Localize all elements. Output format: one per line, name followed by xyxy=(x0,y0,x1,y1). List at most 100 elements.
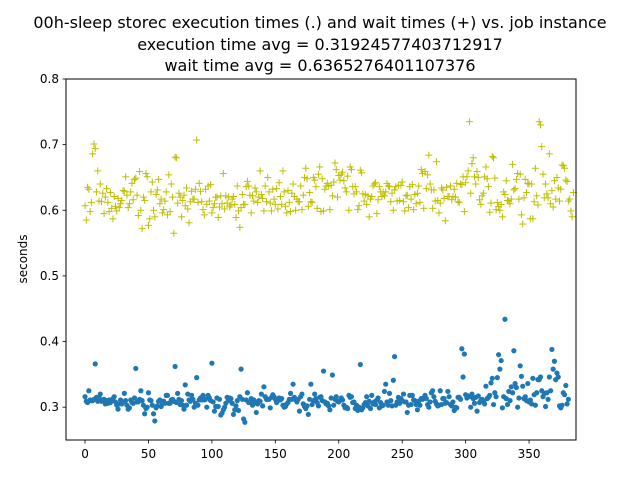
execution-time-point xyxy=(95,398,101,404)
wait-time-point xyxy=(353,188,361,196)
x-tick-label: 300 xyxy=(454,447,477,461)
wait-time-point xyxy=(412,200,420,208)
execution-time-point xyxy=(372,401,379,408)
execution-time-point xyxy=(446,394,452,400)
execution-time-point xyxy=(534,390,540,396)
wait-time-point xyxy=(138,225,146,233)
wait-time-point xyxy=(451,193,459,201)
execution-time-point xyxy=(367,405,374,412)
wait-time-point xyxy=(543,190,551,198)
wait-time-point xyxy=(536,121,544,129)
execution-time-point xyxy=(559,402,565,408)
wait-time-point xyxy=(236,223,244,231)
x-tick-label: 200 xyxy=(327,447,350,461)
y-tick-label: 0.5 xyxy=(40,269,59,283)
wait-time-point xyxy=(403,191,411,199)
wait-time-point xyxy=(382,188,390,196)
execution-time-point xyxy=(238,366,244,372)
wait-time-point xyxy=(491,174,499,182)
execution-time-point xyxy=(498,357,504,364)
wait-time-point xyxy=(483,175,491,183)
wait-time-point xyxy=(486,208,494,216)
execution-time-point xyxy=(408,401,414,408)
execution-time-point xyxy=(525,380,531,387)
wait-time-point xyxy=(511,185,519,193)
chart-title-line-2: execution time avg = 0.31924577403712917 xyxy=(137,35,503,54)
wait-time-point xyxy=(90,140,98,148)
execution-time-point xyxy=(188,392,195,398)
wait-time-point xyxy=(273,185,281,193)
wait-time-point xyxy=(175,189,183,197)
execution-time-point xyxy=(364,394,370,400)
wait-time-point xyxy=(298,206,306,214)
execution-time-point xyxy=(512,380,518,387)
wait-time-point xyxy=(194,198,202,206)
wait-time-point xyxy=(468,160,476,168)
wait-time-point xyxy=(96,180,104,188)
wait-time-point xyxy=(542,180,550,188)
y-axis: 0.3 0.4 0.5 0.6 0.7 0.8 xyxy=(40,72,66,414)
wait-time-point xyxy=(243,177,251,185)
wait-time-point xyxy=(184,205,192,213)
wait-time-point xyxy=(265,188,273,196)
wait-time-point xyxy=(100,210,108,218)
wait-time-point xyxy=(152,191,160,199)
wait-time-point xyxy=(443,183,451,191)
wait-time-point xyxy=(144,221,152,229)
wait-time-point xyxy=(209,204,217,212)
execution-time-point xyxy=(564,401,570,407)
wait-time-point xyxy=(524,179,532,187)
wait-time-point xyxy=(552,195,560,203)
execution-time-point xyxy=(228,396,234,402)
execution-time-point xyxy=(244,390,251,396)
wait-time-point xyxy=(460,208,468,216)
execution-time-point xyxy=(279,396,285,402)
wait-time-point xyxy=(281,202,289,210)
execution-time-point xyxy=(261,384,267,390)
wait-time-point xyxy=(450,185,458,193)
wait-time-point xyxy=(193,136,201,144)
wait-time-point xyxy=(166,208,174,216)
wait-time-point xyxy=(229,192,237,200)
wait-time-point xyxy=(502,177,510,185)
wait-time-point xyxy=(219,170,227,178)
wait-time-point xyxy=(498,213,506,221)
execution-time-point xyxy=(546,374,552,380)
wait-time-point xyxy=(224,193,232,201)
execution-time-point xyxy=(390,377,396,383)
wait-time-point xyxy=(82,216,90,224)
wait-time-point xyxy=(426,180,434,188)
wait-time-point xyxy=(496,206,504,214)
wait-time-point xyxy=(320,207,328,215)
wait-time-point xyxy=(198,198,206,206)
execution-time-point xyxy=(516,395,522,401)
execution-time-point xyxy=(97,391,103,397)
wait-time-point xyxy=(131,175,139,183)
wait-time-point xyxy=(92,188,100,196)
execution-time-point xyxy=(520,383,526,389)
wait-time-point xyxy=(287,208,295,216)
wait-time-point xyxy=(523,189,531,197)
x-tick-label: 150 xyxy=(264,447,287,461)
wait-time-point xyxy=(123,191,131,199)
wait-time-point xyxy=(355,202,363,210)
execution-time-point xyxy=(235,407,242,414)
execution-time-point xyxy=(487,392,493,398)
execution-time-point xyxy=(111,394,117,400)
wait-time-point xyxy=(370,180,378,188)
execution-time-point xyxy=(333,394,339,400)
wait-time-point xyxy=(266,199,274,207)
execution-time-point xyxy=(530,375,536,381)
wait-time-point xyxy=(516,170,524,178)
wait-time-point xyxy=(171,153,179,161)
wait-time-point xyxy=(424,171,432,179)
wait-time-point xyxy=(373,210,381,218)
execution-time-point xyxy=(148,398,154,404)
execution-times-series xyxy=(82,316,571,425)
execution-time-point xyxy=(183,402,190,408)
wait-time-point xyxy=(488,152,496,160)
execution-time-point xyxy=(437,388,443,394)
wait-time-point xyxy=(101,193,109,201)
execution-time-point xyxy=(339,397,346,403)
wait-time-point xyxy=(312,183,320,191)
